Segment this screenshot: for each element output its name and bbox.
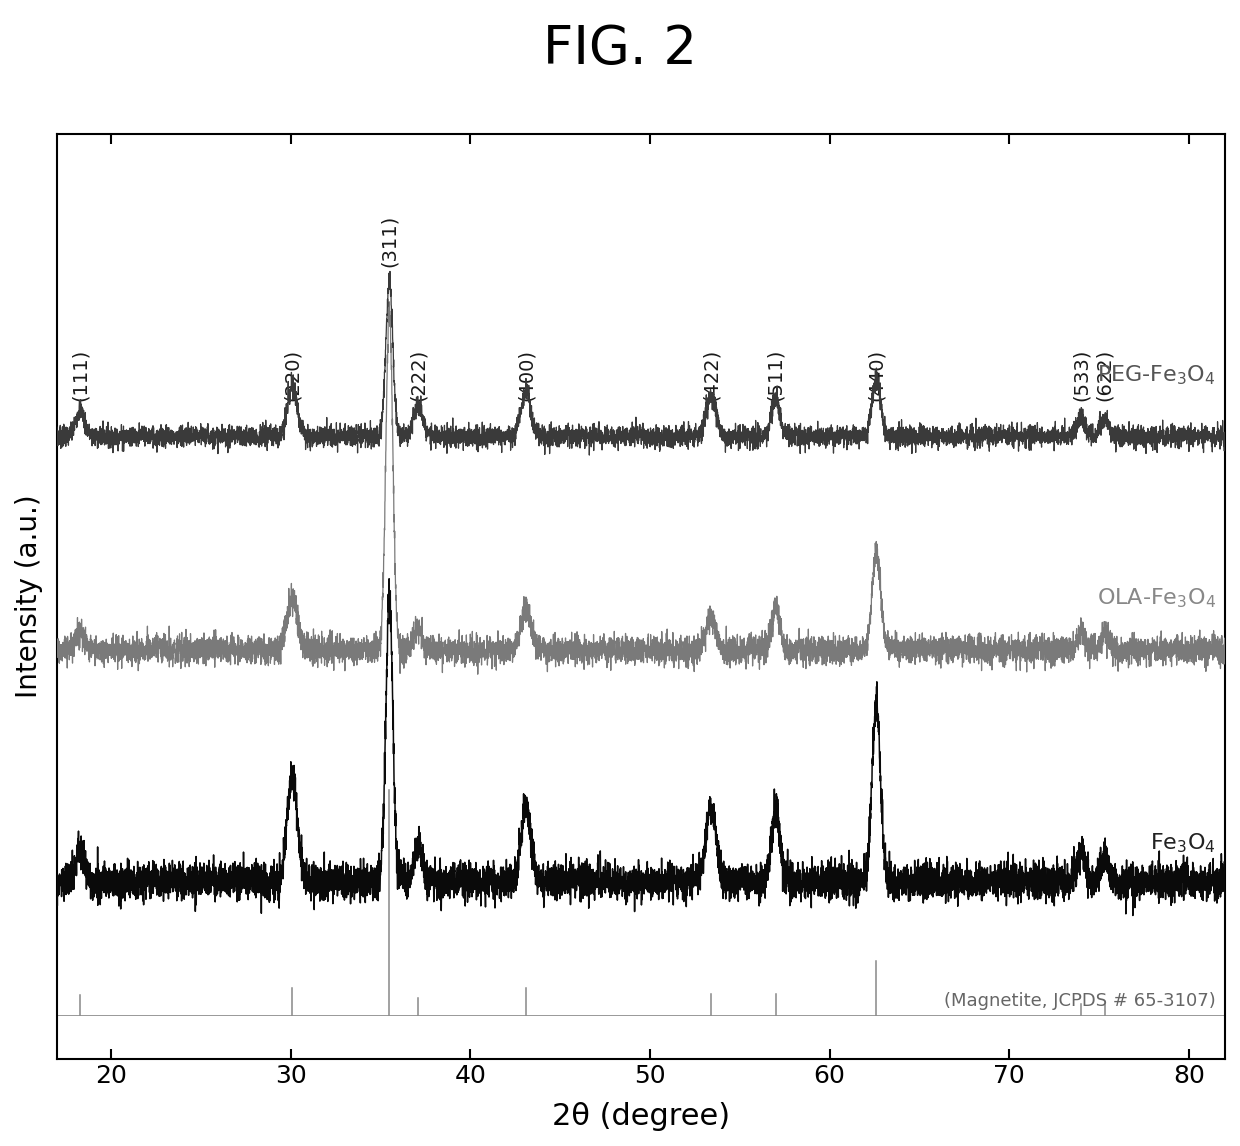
Text: FIG. 2: FIG. 2	[543, 23, 697, 74]
Text: (533): (533)	[1071, 348, 1091, 401]
Text: (400): (400)	[516, 348, 536, 401]
Text: (422): (422)	[702, 348, 720, 401]
Text: OLA-Fe$_3$O$_4$: OLA-Fe$_3$O$_4$	[1097, 586, 1216, 610]
Text: (311): (311)	[379, 214, 399, 267]
Text: (511): (511)	[766, 348, 785, 401]
Y-axis label: Intensity (a.u.): Intensity (a.u.)	[15, 495, 43, 698]
Text: (220): (220)	[283, 348, 301, 401]
Text: PEG-Fe$_3$O$_4$: PEG-Fe$_3$O$_4$	[1097, 363, 1216, 387]
Text: (440): (440)	[867, 348, 885, 401]
Text: (Magnetite, JCPDS # 65-3107): (Magnetite, JCPDS # 65-3107)	[945, 992, 1216, 1011]
X-axis label: 2θ (degree): 2θ (degree)	[552, 1102, 730, 1131]
Text: (222): (222)	[409, 348, 428, 401]
Text: Fe$_3$O$_4$: Fe$_3$O$_4$	[1151, 831, 1216, 855]
Text: (622): (622)	[1095, 348, 1114, 401]
Text: (111): (111)	[71, 348, 89, 401]
